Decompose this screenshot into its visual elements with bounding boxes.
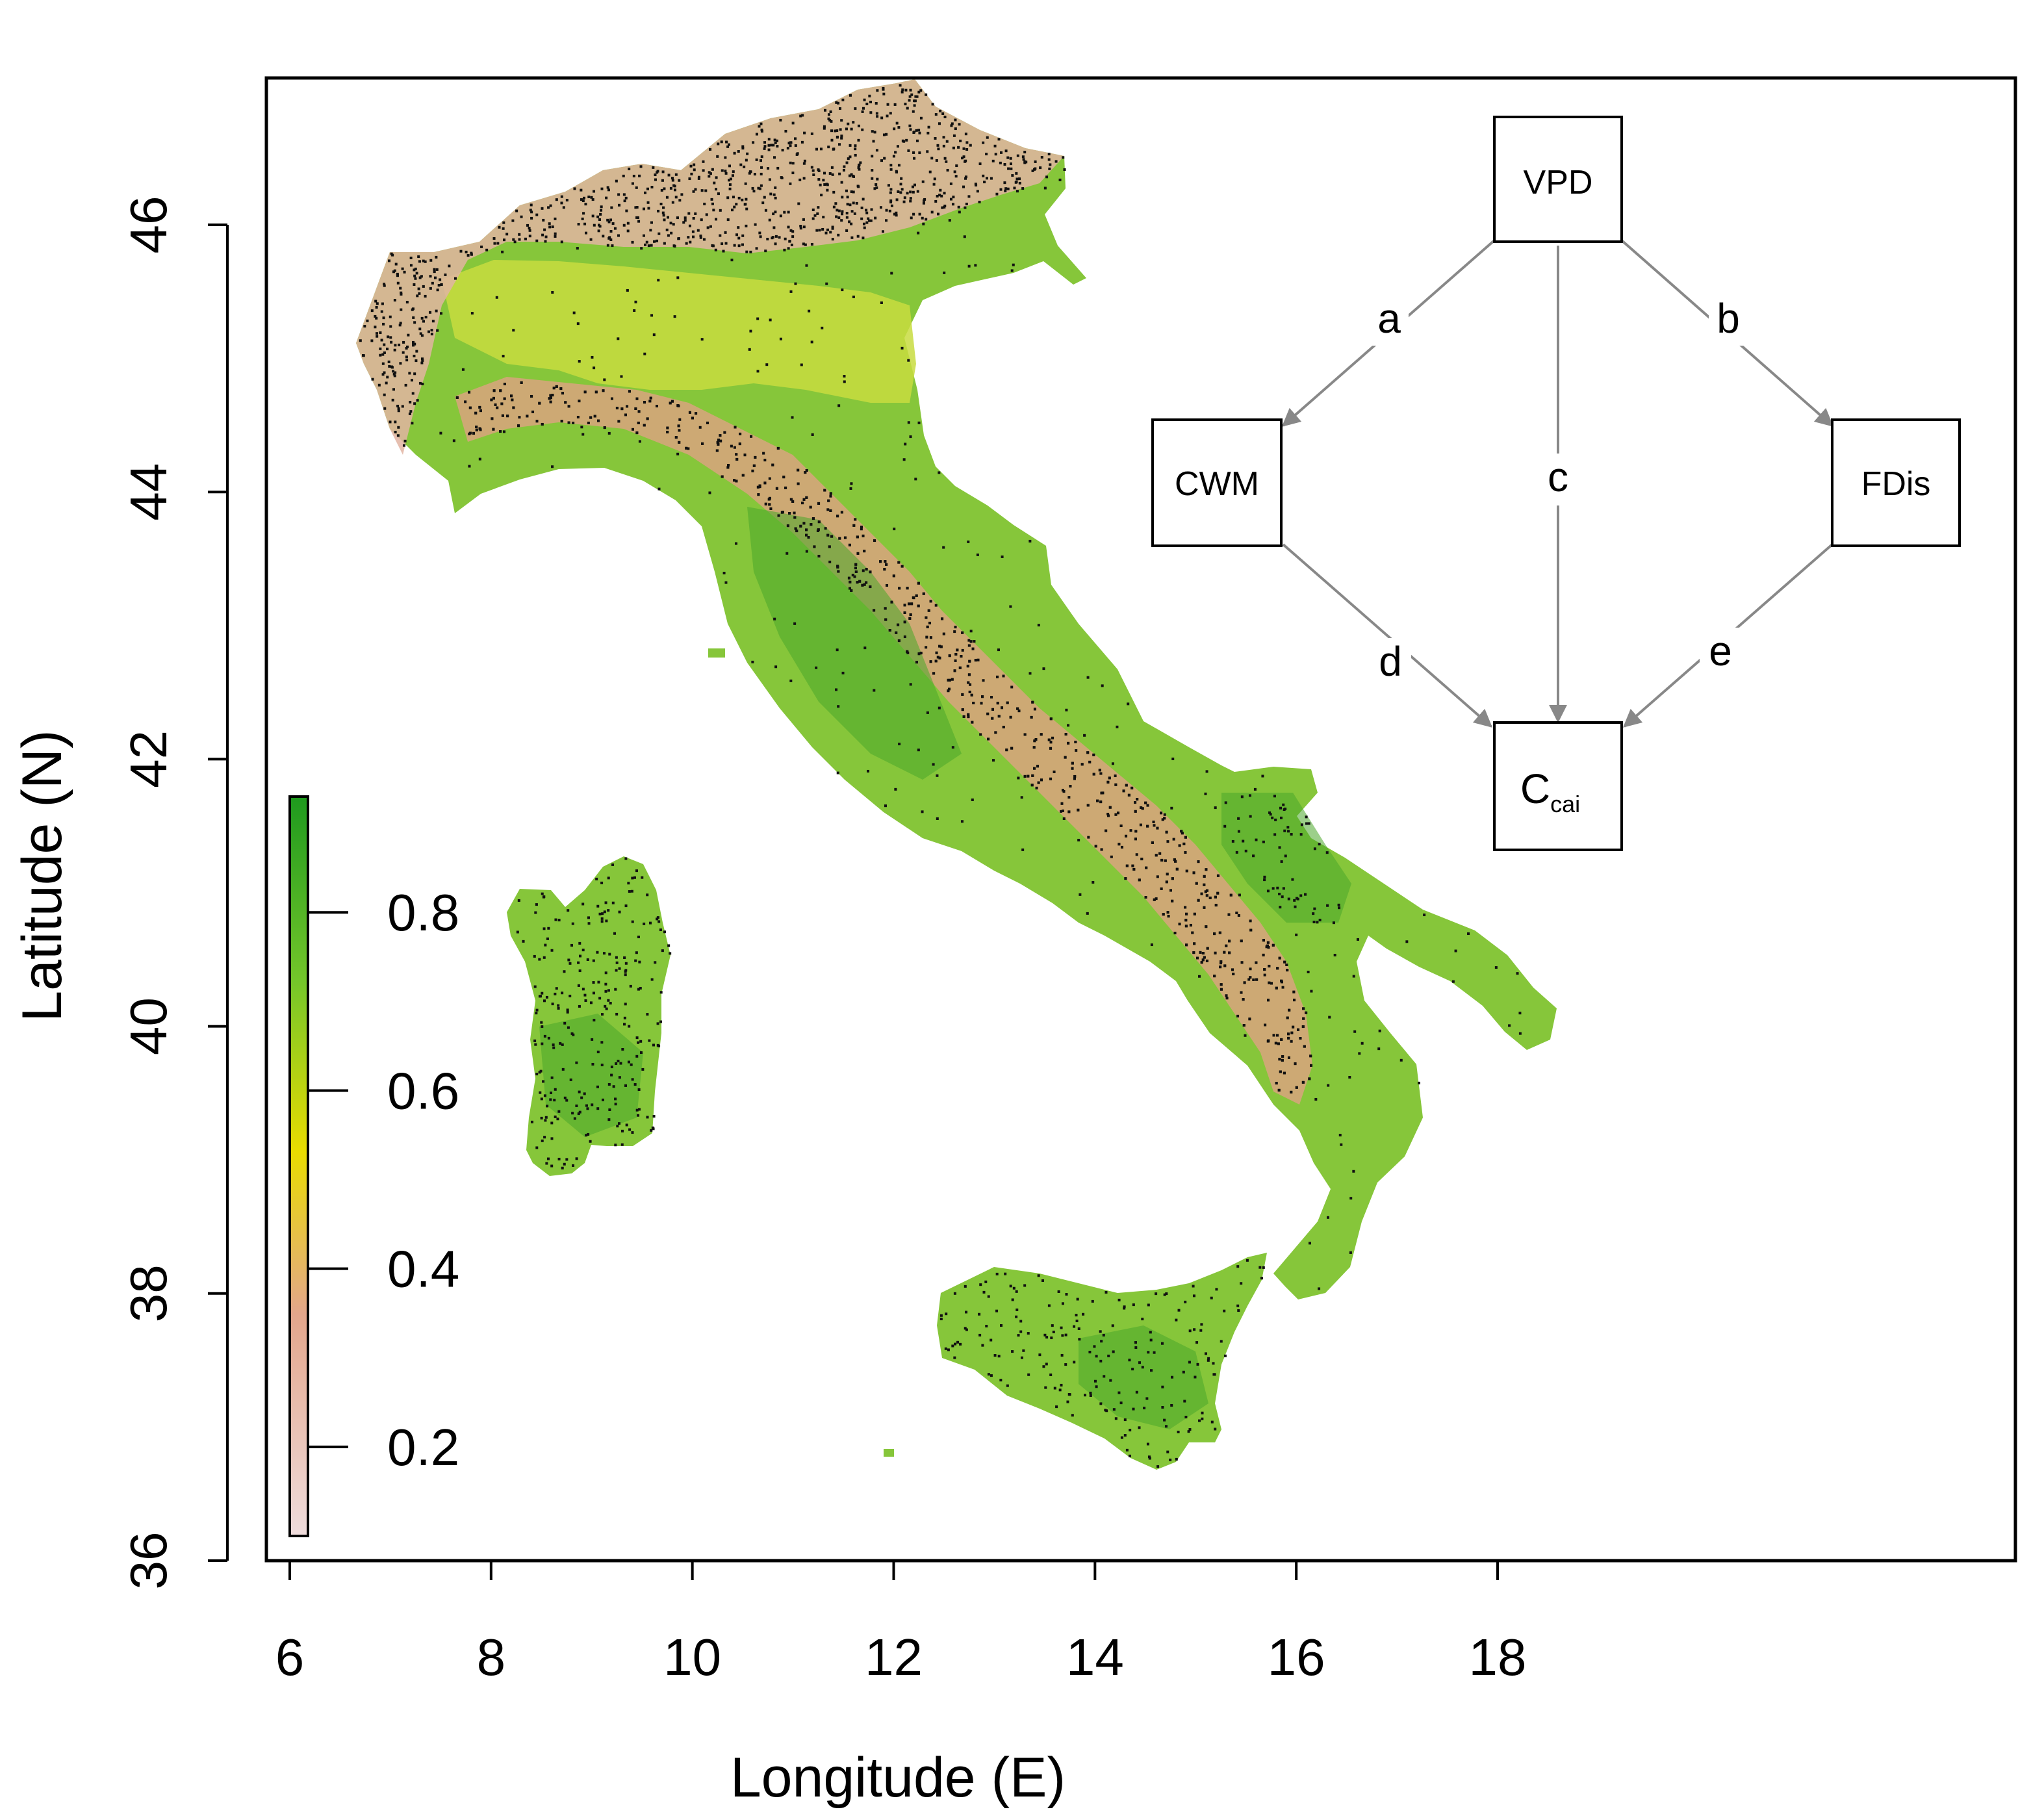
- y-axis-title: Latitude (N): [11, 730, 73, 1021]
- node-vpd: VPD: [1493, 116, 1623, 243]
- node-cwm: CWM: [1151, 418, 1283, 547]
- forest-area: [747, 507, 962, 780]
- label-e-bg: [1700, 628, 1741, 680]
- y-tick-label: 42: [120, 730, 177, 788]
- y-tick-label: 40: [120, 997, 177, 1055]
- node-ccai: Ccai: [1493, 721, 1623, 851]
- node-ccai-sub: cai: [1550, 791, 1580, 817]
- forest-area-puglia: [1221, 793, 1351, 923]
- legend-colorbar: [288, 795, 309, 1537]
- x-tick-label: 14: [1066, 1628, 1124, 1686]
- y-tick-label: 38: [120, 1264, 177, 1322]
- label-a-bg: [1370, 294, 1409, 346]
- color-legend: 0.2 0.4 0.6 0.8: [288, 795, 459, 1537]
- node-fdis-label: FDis: [1861, 465, 1931, 503]
- y-axis: 36 38 40 42 44 46 Latitude (N): [11, 196, 229, 1590]
- forest-area-sardinia: [539, 1014, 643, 1137]
- label-b-bg: [1709, 294, 1748, 346]
- y-tick-label: 46: [120, 196, 177, 254]
- plot-points: [359, 84, 1522, 1468]
- node-ccai-label: Ccai: [1520, 765, 1580, 817]
- elba-island: [708, 648, 725, 658]
- x-tick-label: 12: [865, 1628, 923, 1686]
- node-vpd-label: VPD: [1524, 164, 1593, 201]
- po-plain: [442, 260, 916, 403]
- arrow-d: [1282, 543, 1493, 728]
- x-tick-label: 10: [663, 1628, 721, 1686]
- forest-area-sicily: [1079, 1325, 1208, 1429]
- y-tick-label: 36: [120, 1532, 177, 1590]
- alpine-belt: [356, 79, 1064, 455]
- label-d-bg: [1370, 638, 1411, 690]
- path-label-c: c: [1548, 454, 1568, 500]
- x-tick-label: 16: [1268, 1628, 1325, 1686]
- x-tick-label: 8: [477, 1628, 506, 1686]
- legend-tick-label: 0.4: [387, 1240, 459, 1298]
- label-c-bg: [1536, 454, 1580, 505]
- path-label-b: b: [1717, 295, 1740, 342]
- path-label-d: d: [1379, 638, 1402, 685]
- node-fdis: FDis: [1831, 418, 1961, 547]
- legend-tick-label: 0.8: [387, 884, 459, 941]
- node-cwm-label: CWM: [1175, 465, 1259, 503]
- path-label-a: a: [1377, 295, 1401, 342]
- x-axis: 6 8 10 12 14 16 18 Longitude (E): [275, 1559, 1527, 1809]
- legend-tick-label: 0.6: [387, 1062, 459, 1119]
- x-tick-label: 6: [275, 1628, 305, 1686]
- path-label-e: e: [1709, 628, 1732, 674]
- x-tick-label: 18: [1469, 1628, 1527, 1686]
- legend-tick-label: 0.2: [387, 1418, 459, 1476]
- ustica-island: [884, 1449, 894, 1457]
- x-axis-title: Longitude (E): [730, 1746, 1066, 1809]
- node-ccai-main: C: [1520, 765, 1550, 812]
- y-tick-label: 44: [120, 463, 177, 521]
- path-diagram: a b c d e VPD CWM FDis Ccai: [1151, 116, 1961, 851]
- italy-map: [356, 79, 1557, 1470]
